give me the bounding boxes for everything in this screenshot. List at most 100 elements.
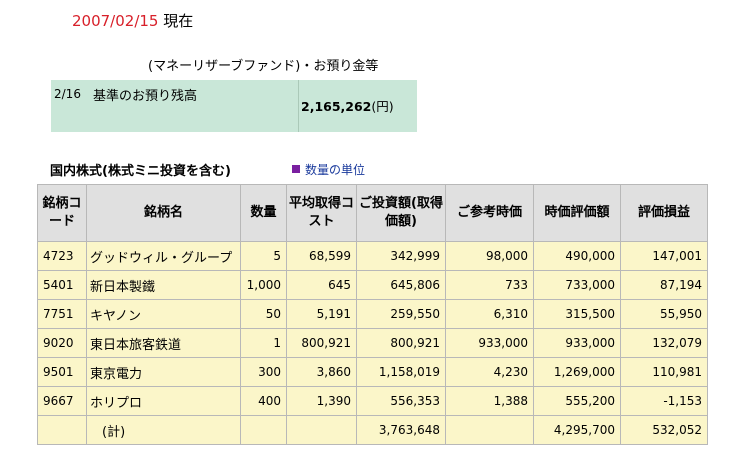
cell-avg-cost: 3,860	[286, 357, 357, 387]
cell-name-value: 東日本旅客鉄道	[90, 337, 182, 353]
cell-qty: 1,000	[240, 270, 287, 300]
cell-avg-cost-value: 645	[328, 278, 351, 292]
cell-name: 新日本製鐵	[86, 270, 241, 300]
total-invested-value: 3,763,648	[378, 423, 440, 437]
quantity-unit-link-label[interactable]: 数量の単位	[305, 163, 366, 177]
mrf-balance-label: 基準のお預り残高	[93, 89, 198, 104]
cell-market-value-value: 315,500	[565, 307, 615, 321]
cell-market-value: 733,000	[533, 270, 621, 300]
cell-code-value: 4723	[43, 249, 74, 263]
holdings-header-row: 銘柄コード 銘柄名 数量 平均取得コスト ご投資額(取得価額) ご参考時価 時価…	[37, 184, 708, 242]
cell-invested-value: 800,921	[390, 336, 440, 350]
mrf-caption: (マネーリザーブファンド)・お預り金等	[148, 59, 379, 74]
cell-invested: 556,353	[356, 386, 446, 416]
cell-name-value: グッドウィル・グループ	[90, 250, 233, 266]
total-cell-avg-cost	[286, 415, 357, 445]
cell-code: 9501	[37, 357, 87, 387]
total-label: (計)	[86, 415, 241, 445]
cell-avg-cost: 68,599	[286, 241, 357, 271]
cell-market-value-value: 490,000	[565, 249, 615, 263]
col-header-qty: 数量	[240, 184, 287, 242]
cell-invested-value: 259,550	[390, 307, 440, 321]
cell-invested: 259,550	[356, 299, 446, 329]
cell-avg-cost-value: 3,860	[316, 365, 351, 379]
cell-qty: 1	[240, 328, 287, 358]
cell-code: 5401	[37, 270, 87, 300]
cell-code-value: 9020	[43, 336, 74, 350]
cell-code-value: 9667	[43, 394, 74, 408]
mrf-balance-divider	[298, 80, 299, 132]
cell-qty-value: 1,000	[246, 278, 281, 292]
cell-name: 東京電力	[86, 357, 241, 387]
cell-pl: 55,950	[620, 299, 708, 329]
cell-name: キヤノン	[86, 299, 241, 329]
cell-qty: 5	[240, 241, 287, 271]
total-cell-code	[37, 415, 87, 445]
cell-code: 4723	[37, 241, 87, 271]
holdings-table: 銘柄コード 銘柄名 数量 平均取得コスト ご投資額(取得価額) ご参考時価 時価…	[37, 184, 708, 445]
mrf-balance-amount: 2,165,262(円)	[301, 96, 394, 115]
cell-code-value: 7751	[43, 307, 74, 321]
cell-ref-price: 4,230	[445, 357, 534, 387]
cell-avg-cost-value: 5,191	[316, 307, 351, 321]
cell-invested: 342,999	[356, 241, 446, 271]
cell-ref-price: 933,000	[445, 328, 534, 358]
cell-pl-value: 87,194	[660, 278, 702, 292]
cell-qty-value: 300	[258, 365, 281, 379]
cell-qty: 50	[240, 299, 287, 329]
cell-code: 9020	[37, 328, 87, 358]
cell-avg-cost-value: 1,390	[316, 394, 351, 408]
cell-name: 東日本旅客鉄道	[86, 328, 241, 358]
cell-invested-value: 645,806	[390, 278, 440, 292]
table-row: 9667 ホリプロ 400 1,390 556,353 1,388 555,200 -1,15…	[37, 386, 708, 416]
cell-ref-price-value: 6,310	[493, 307, 528, 321]
col-header-avg-cost: 平均取得コスト	[286, 184, 357, 242]
cell-avg-cost: 800,921	[286, 328, 357, 358]
mrf-balance-date: 2/16	[54, 87, 81, 101]
total-cell-qty	[240, 415, 287, 445]
cell-name-value: ホリプロ	[90, 395, 143, 411]
cell-qty-value: 5	[273, 249, 281, 263]
cell-ref-price-value: 1,388	[493, 394, 528, 408]
total-cell-ref-price	[445, 415, 534, 445]
cell-pl-value: -1,153	[663, 394, 702, 408]
cell-code: 9667	[37, 386, 87, 416]
cell-qty-value: 1	[273, 336, 281, 350]
cell-pl-value: 132,079	[652, 336, 702, 350]
col-header-market-value: 時価評価額	[533, 184, 621, 242]
col-header-ref-price: ご参考時価	[445, 184, 534, 242]
cell-code: 7751	[37, 299, 87, 329]
table-row: 7751 キヤノン 50 5,191 259,550 6,310 315,500 55,950	[37, 299, 708, 329]
quantity-unit-link[interactable]: 数量の単位	[292, 161, 365, 178]
cell-market-value-value: 1,269,000	[553, 365, 615, 379]
cell-invested: 1,158,019	[356, 357, 446, 387]
table-row: 9020 東日本旅客鉄道 1 800,921 800,921 933,000 933,000…	[37, 328, 708, 358]
cell-ref-price-value: 4,230	[493, 365, 528, 379]
cell-ref-price: 1,388	[445, 386, 534, 416]
table-row: 4723 グッドウィル・グループ 5 68,599 342,999 98,000 490,0…	[37, 241, 708, 271]
cell-market-value: 555,200	[533, 386, 621, 416]
col-header-name: 銘柄名	[86, 184, 241, 242]
cell-invested-value: 556,353	[390, 394, 440, 408]
cell-market-value-value: 733,000	[565, 278, 615, 292]
cell-ref-price: 6,310	[445, 299, 534, 329]
cell-avg-cost-value: 800,921	[301, 336, 351, 350]
table-row: 9501 東京電力 300 3,860 1,158,019 4,230 1,269,000 1…	[37, 357, 708, 387]
cell-qty: 400	[240, 386, 287, 416]
col-header-code: 銘柄コード	[37, 184, 87, 242]
cell-invested-value: 342,999	[390, 249, 440, 263]
cell-avg-cost: 1,390	[286, 386, 357, 416]
total-market-value-value: 4,295,700	[553, 423, 615, 437]
cell-pl: 132,079	[620, 328, 708, 358]
cell-market-value: 490,000	[533, 241, 621, 271]
cell-pl-value: 110,981	[652, 365, 702, 379]
cell-qty: 300	[240, 357, 287, 387]
total-label-value: (計)	[102, 424, 126, 440]
as-of-date-suffix: 現在	[163, 12, 194, 30]
cell-ref-price: 98,000	[445, 241, 534, 271]
cell-avg-cost: 5,191	[286, 299, 357, 329]
cell-pl-value: 55,950	[660, 307, 702, 321]
cell-market-value: 315,500	[533, 299, 621, 329]
total-row: (計) 3,763,648 4,295,700 532,052	[37, 415, 708, 445]
total-pl-value: 532,052	[652, 423, 702, 437]
